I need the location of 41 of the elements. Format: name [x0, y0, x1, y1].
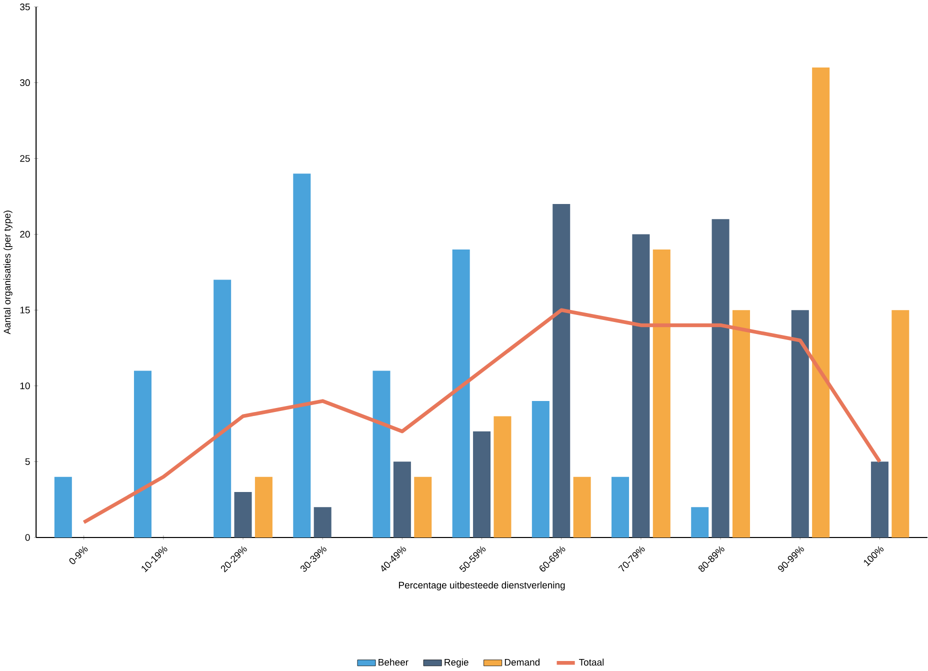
bar: [892, 310, 910, 538]
bar: [314, 506, 332, 538]
y-tick-label: 5: [25, 458, 30, 465]
line-series: [82, 308, 882, 524]
bar: [532, 400, 550, 538]
y-axis-title: Aantal organisaties (per type): [4, 210, 12, 334]
bar: [473, 431, 491, 538]
legend-label: Beheer: [378, 658, 408, 666]
bar: [573, 476, 591, 538]
bar: [732, 310, 750, 538]
bar: [652, 249, 670, 538]
bar: [414, 476, 432, 538]
x-axis-title: Percentage uitbesteede dienstverlening: [398, 581, 565, 590]
bar: [632, 234, 650, 538]
y-tick-label: 35: [20, 3, 30, 10]
legend-label: Demand: [504, 658, 540, 666]
bar: [452, 249, 470, 538]
bar: [791, 310, 809, 538]
y-tick-label: 0: [25, 534, 30, 541]
bar: [494, 416, 512, 538]
bar: [254, 476, 272, 538]
bar: [372, 370, 390, 538]
bar: [691, 506, 709, 538]
y-tick-label: 20: [20, 230, 30, 238]
bar: [552, 204, 570, 538]
bar: [393, 462, 411, 538]
legend-label: Regie: [444, 658, 468, 668]
legend-label: Totaal: [579, 658, 604, 666]
bar: [293, 173, 311, 538]
bar: [612, 476, 630, 538]
y-tick-label: 15: [20, 306, 30, 314]
bar: [870, 462, 888, 538]
bar: [214, 280, 232, 538]
bar: [234, 492, 252, 538]
y-tick-label: 30: [20, 79, 30, 86]
bar: [712, 218, 730, 538]
bar: [134, 370, 152, 538]
y-tick-label: 25: [20, 154, 30, 162]
bar: [54, 476, 72, 538]
y-tick-label: 10: [20, 382, 30, 390]
bar: [812, 67, 830, 538]
